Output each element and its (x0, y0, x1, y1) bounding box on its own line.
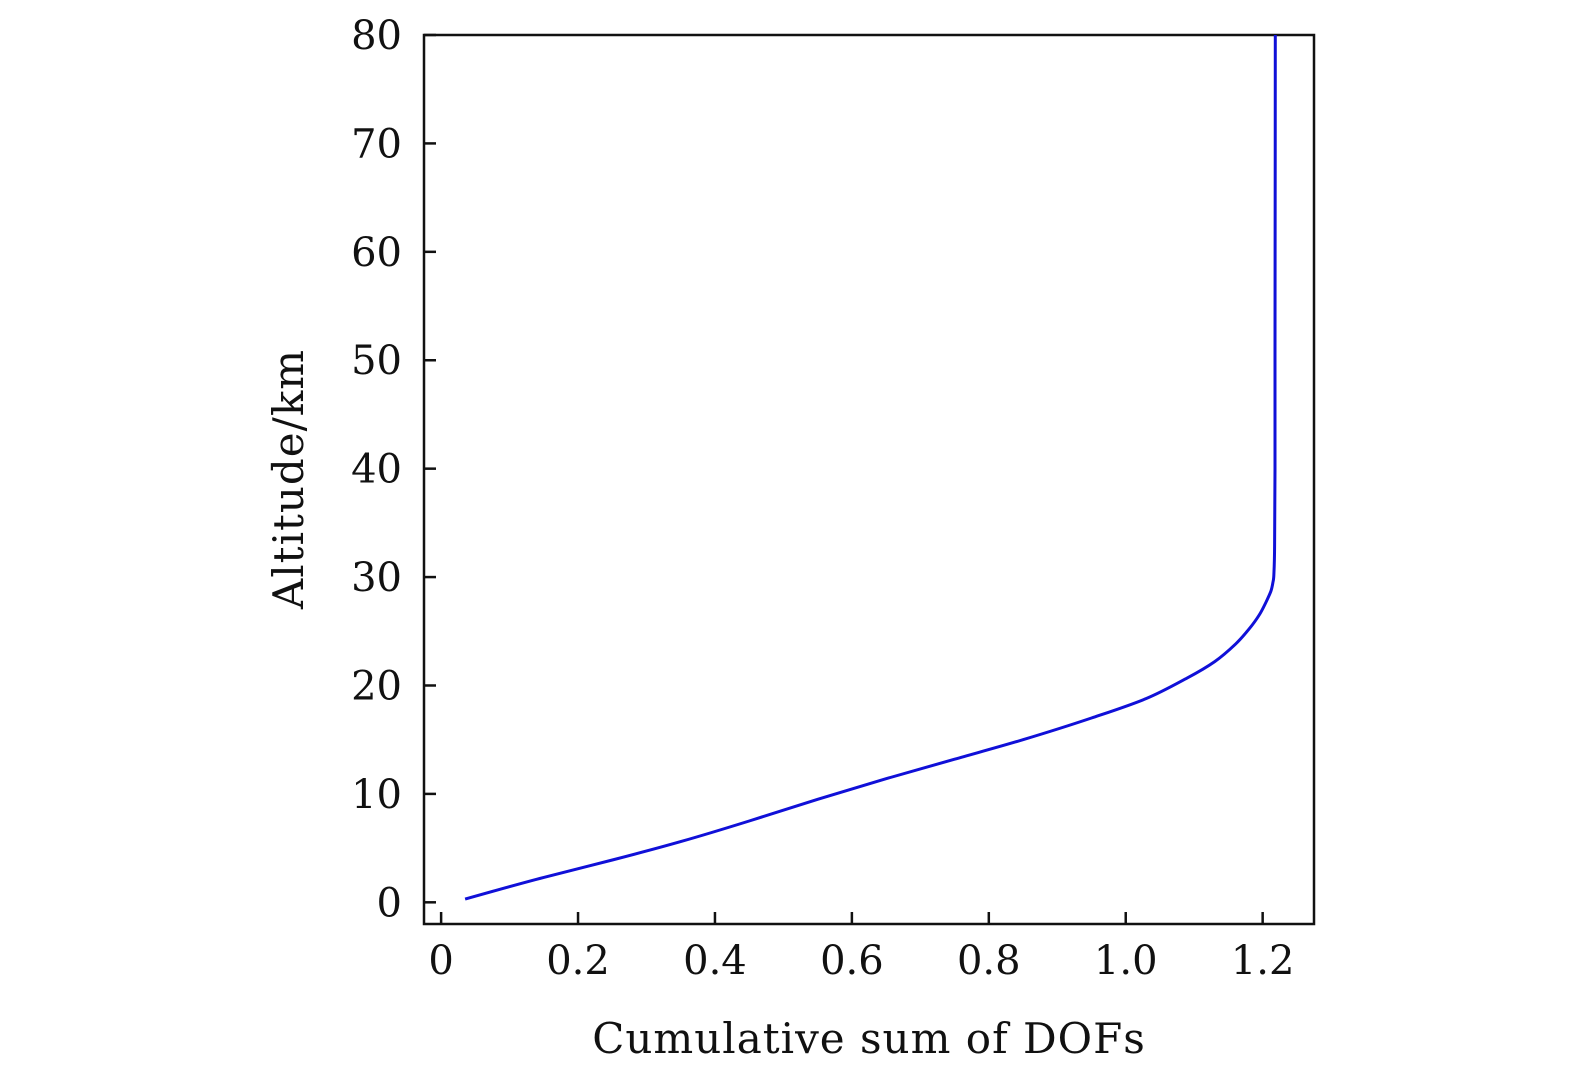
y-tick-label: 50 (351, 338, 402, 384)
x-tick-label: 1.2 (1231, 938, 1295, 984)
x-tick-label: 0.4 (683, 938, 747, 984)
series-line (464, 34, 1277, 901)
y-tick-label: 10 (351, 772, 402, 818)
x-axis-label: Cumulative sum of DOFs (592, 1014, 1146, 1063)
y-tick-label: 70 (351, 121, 402, 167)
y-tick-label: 60 (351, 230, 402, 276)
series-layer (464, 34, 1277, 901)
y-tick-label: 30 (351, 555, 402, 601)
x-axis-ticks: 0 0.2 0.4 0.6 0.8 1.0 1.2 (428, 912, 1294, 984)
y-axis-label: Altitude/km (264, 349, 313, 610)
y-tick-label: 20 (351, 663, 402, 709)
x-tick-label: 1.0 (1094, 938, 1158, 984)
y-axis-ticks: 0 10 20 30 40 50 60 70 80 (351, 13, 436, 926)
x-tick-label: 0 (428, 938, 453, 984)
y-tick-label: 0 (377, 880, 402, 926)
x-tick-label: 0.2 (546, 938, 610, 984)
y-tick-label: 40 (351, 447, 402, 493)
plot-frame (422, 33, 1316, 926)
y-tick-label: 80 (351, 13, 402, 59)
x-tick-label: 0.6 (820, 938, 884, 984)
x-tick-label: 0.8 (957, 938, 1021, 984)
